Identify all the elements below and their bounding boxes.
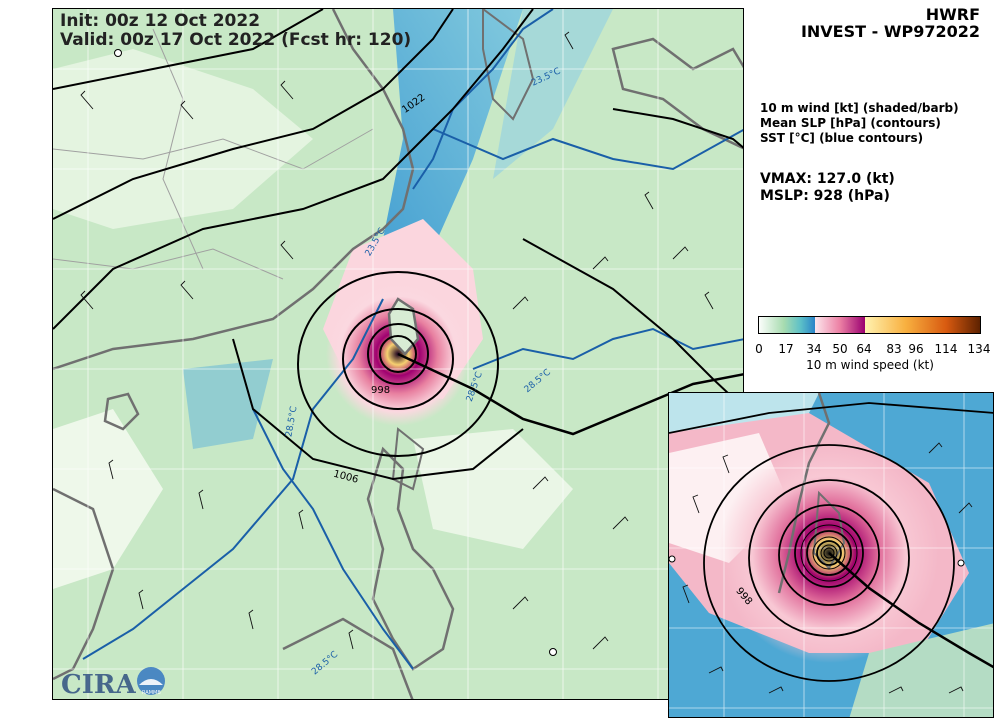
strong-wind-band <box>493 9 613 179</box>
sst-contour <box>432 128 743 171</box>
storm-track <box>397 352 743 436</box>
hainan-coast <box>103 392 140 431</box>
svg-text:RAMMB: RAMMB <box>142 690 161 696</box>
sst-contour <box>472 327 743 370</box>
fields-legend: 10 m wind [kt] (shaded/barb) Mean SLP [h… <box>760 101 959 146</box>
indochina-coast <box>53 487 115 681</box>
wind-barbs <box>80 31 714 670</box>
slp-contour <box>379 335 417 373</box>
svg-text:CIRA: CIRA <box>61 670 136 700</box>
slp-contour <box>53 9 534 330</box>
model-name: HWRF <box>925 5 980 24</box>
slp-contour <box>612 108 743 149</box>
korea-coast <box>482 9 535 121</box>
slp-contour <box>342 308 454 410</box>
inset-slp-contour <box>703 444 955 682</box>
sst-contour <box>412 9 554 190</box>
province-border <box>53 128 374 170</box>
colorbar-tick: 83 <box>886 342 902 356</box>
inset-map-canvas: 998 <box>669 393 993 717</box>
sst-contour <box>82 298 384 660</box>
vmax-value: VMAX: 127.0 (kt) <box>760 171 895 187</box>
slp-label: 998 <box>371 385 390 396</box>
slp-contour <box>232 338 524 481</box>
light-wind-patch <box>413 429 573 549</box>
lat-lon-grid <box>53 9 743 699</box>
inset-city-marker <box>669 555 676 563</box>
inset-city-marker <box>957 559 965 567</box>
colorbar-tick: 114 <box>934 342 958 356</box>
inset-wind-barbs <box>682 442 973 694</box>
sst-contour <box>252 408 414 670</box>
storm-stats: VMAX: 127.0 (kt) MSLP: 928 (hPa) <box>760 171 895 205</box>
colorbar-tick: 17 <box>778 342 794 356</box>
inset-slp-contour <box>669 402 993 434</box>
luzon-coast <box>391 427 425 491</box>
colorbar-tick: 96 <box>908 342 924 356</box>
light-wind-patch <box>53 409 163 589</box>
field-sst: SST [°C] (blue contours) <box>760 131 924 145</box>
slp-contour <box>367 323 429 385</box>
main-map-canvas: 1022 998 1006 23.5°C 23.5°C 28.5°C 28.5°… <box>53 9 743 700</box>
mslp-value: MSLP: 928 (hPa) <box>760 188 890 204</box>
storm-id: INVEST - WP972022 <box>800 22 980 41</box>
inset-slp-contour <box>748 479 910 637</box>
inset-slp-contour <box>778 504 880 606</box>
colorbar-label: 10 m wind speed (kt) <box>806 358 934 372</box>
city-marker <box>114 49 122 57</box>
philippines-coast <box>366 446 455 671</box>
city-marker <box>549 648 557 656</box>
inset-slp-contour <box>806 530 852 576</box>
inset-storm-track <box>828 552 993 669</box>
slp-contour <box>53 9 324 90</box>
colorbar-tick: 34 <box>806 342 822 356</box>
field-wind: 10 m wind [kt] (shaded/barb) <box>760 101 959 115</box>
init-time-label: Init: 00z 12 Oct 2022 <box>60 11 261 31</box>
slp-contour <box>522 238 743 409</box>
wind-colorbar <box>758 316 981 334</box>
main-map[interactable]: 1022 998 1006 23.5°C 23.5°C 28.5°C 28.5°… <box>52 8 744 700</box>
field-slp: Mean SLP [hPa] (contours) <box>760 116 941 130</box>
colorbar-tick: 0 <box>755 342 763 356</box>
valid-time-label: Valid: 00z 17 Oct 2022 (Fcst hr: 120) <box>60 30 412 50</box>
inset-map[interactable]: 998 <box>668 392 994 718</box>
slp-contour <box>297 271 499 457</box>
borneo-coast <box>282 617 414 699</box>
japan-coast <box>611 37 743 150</box>
cira-logo: CIRA RAMMB <box>61 667 165 700</box>
inset-slp-contour <box>816 540 842 566</box>
province-border <box>53 248 284 280</box>
colorbar-tick: 134 <box>967 342 991 356</box>
colorbar-tick: 64 <box>856 342 872 356</box>
colorbar-tick: 50 <box>832 342 848 356</box>
slp-contour <box>53 9 454 220</box>
inset-slp-contour <box>794 518 864 588</box>
blue-wind-patch <box>183 359 273 449</box>
